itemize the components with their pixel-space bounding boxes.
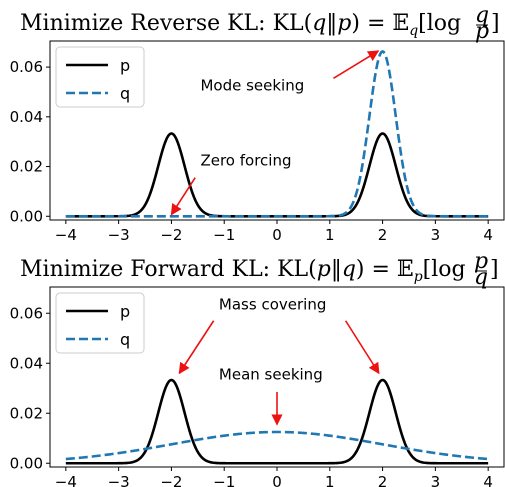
reverse-kl-ytick-label: 0.06	[10, 58, 43, 76]
forward-kl-xtick-label: 2	[378, 473, 388, 487]
forward-kl-panel: Minimize Forward KL: KL(p‖q) = 𝔼p[log p …	[10, 249, 505, 487]
forward-kl-ytick-label: 0.02	[10, 404, 43, 422]
reverse-kl-title-frac-num: q	[475, 3, 489, 28]
forward-kl-xtick-label: 3	[431, 473, 441, 487]
forward-kl-legend-p-label: p	[120, 302, 130, 321]
forward-kl-annotation-mass-covering-arrow	[178, 320, 215, 375]
forward-kl-legend-q-label: q	[120, 330, 130, 349]
forward-kl-title: Minimize Forward KL: KL(p‖q) = 𝔼p[log	[20, 257, 466, 285]
forward-kl-xtick-label: −1	[213, 473, 235, 487]
forward-kl-xtick-label: −2	[160, 473, 182, 487]
forward-kl-series-q-line	[65, 430, 489, 461]
forward-kl-series-p-line	[65, 378, 489, 465]
forward-kl-xtick-label: −4	[55, 473, 77, 487]
reverse-kl-ytick-label: 0.02	[10, 158, 43, 176]
forward-kl-xtick-label: 0	[272, 473, 282, 487]
forward-kl-xtick-label: 1	[325, 473, 335, 487]
reverse-kl-annotation-mode-seeking-arrow	[333, 50, 380, 79]
reverse-kl-xtick-label: 0	[272, 226, 282, 244]
forward-kl-annotation-mean-seeking: Mean seeking	[219, 366, 323, 384]
reverse-kl-panel: Minimize Reverse KL: KL(q‖p) = 𝔼q[log q …	[10, 3, 505, 244]
reverse-kl-xtick-label: 4	[483, 226, 493, 244]
reverse-kl-legend-box	[55, 46, 145, 108]
forward-kl-ytick-label: 0.00	[10, 454, 43, 472]
forward-kl-ytick-label: 0.04	[10, 354, 43, 372]
reverse-kl-xtick-label: −4	[55, 226, 77, 244]
reverse-kl-ytick-label: 0.04	[10, 108, 43, 126]
reverse-kl-xtick-label: 2	[378, 226, 388, 244]
reverse-kl-xtick-label: −2	[160, 226, 182, 244]
forward-kl-annotation-mass-covering: Mass covering	[219, 296, 326, 314]
forward-kl-annotation-mass-covering-arrow	[344, 320, 380, 375]
forward-kl-title-close: ]	[490, 257, 499, 282]
reverse-kl-xtick-label: −1	[213, 226, 235, 244]
reverse-kl-title: Minimize Reverse KL: KL(q‖p) = 𝔼q[log	[20, 11, 461, 39]
forward-kl-title-frac-den: q	[474, 265, 488, 290]
forward-kl-xtick-label: −3	[108, 473, 130, 487]
forward-kl-legend-box	[55, 292, 145, 354]
reverse-kl-annotation-mode-seeking: Mode seeking	[200, 77, 304, 95]
reverse-kl-xtick-label: 1	[325, 226, 335, 244]
reverse-kl-legend-q-label: q	[120, 84, 130, 103]
reverse-kl-legend-p-label: p	[120, 56, 130, 75]
reverse-kl-title-close: ]	[491, 11, 500, 36]
reverse-kl-ytick-label: 0.00	[10, 207, 43, 225]
reverse-kl-xtick-label: −3	[108, 226, 130, 244]
reverse-kl-series-p-line	[65, 132, 489, 218]
reverse-kl-series-q-line	[65, 50, 489, 218]
reverse-kl-title-frac-den: p	[475, 19, 489, 44]
reverse-kl-annotation-zero-forcing-arrow	[170, 177, 196, 216]
forward-kl-title-frac-num: p	[474, 249, 488, 274]
reverse-kl-xtick-label: 3	[431, 226, 441, 244]
reverse-kl-annotation-zero-forcing: Zero forcing	[200, 151, 291, 169]
forward-kl-xtick-label: 4	[483, 473, 493, 487]
forward-kl-ytick-label: 0.06	[10, 304, 43, 322]
